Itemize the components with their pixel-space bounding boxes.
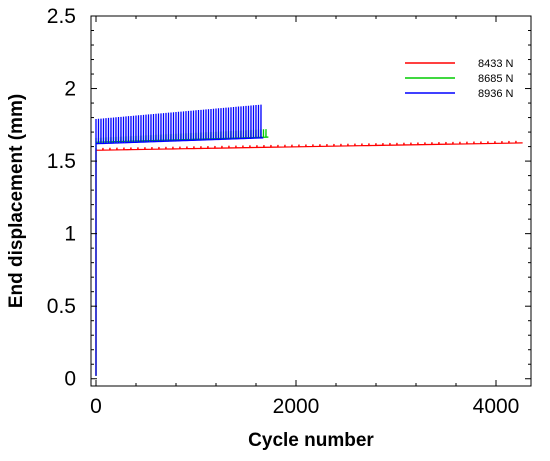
legend-label: 8936 N [478,88,514,100]
ticks-layer: 0 2000 4000 0 0.5 1 1.5 2 2.5 [47,5,531,418]
x-axis-title: Cycle number [248,430,374,451]
legend: 8433 N 8685 N 8936 N [405,58,514,100]
x-tick-label: 0 [90,395,102,418]
legend-label: 8685 N [478,73,514,85]
y-axis-title: End displacement (mm) [6,94,27,308]
plot-area [90,15,532,387]
x-tick-label: 4000 [473,395,520,418]
series-line-8936-n [95,104,264,376]
y-tick-label: 2 [64,78,76,101]
series-layer [95,104,523,376]
series-line-8433-n [95,140,523,376]
y-tick-label: 1 [64,223,76,246]
y-tick-label: 2.5 [47,5,76,28]
y-tick-label: 1.5 [47,150,76,173]
legend-label: 8433 N [478,58,514,70]
x-tick-label: 2000 [273,395,320,418]
y-tick-label: 0.5 [47,295,76,318]
y-tick-label: 0 [64,368,76,391]
